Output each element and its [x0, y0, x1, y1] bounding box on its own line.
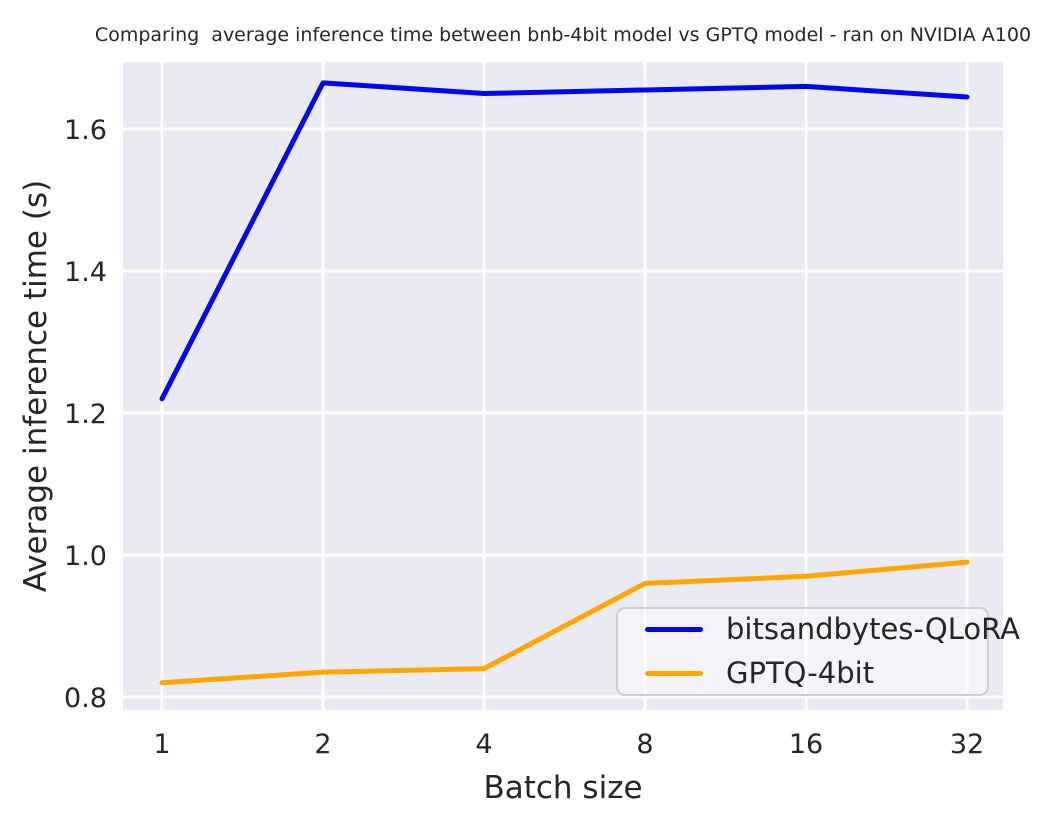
x-tick-label: 16	[789, 729, 823, 760]
y-tick-label: 1.0	[64, 541, 107, 572]
chart-legend: bitsandbytes-QLoRA GPTQ-4bit	[616, 607, 1020, 696]
series-line-0	[159, 80, 970, 402]
plot-area	[123, 62, 1003, 710]
series-line-1	[159, 559, 970, 686]
x-tick-label: 32	[950, 729, 984, 760]
legend-line-swatch-blue	[645, 627, 703, 633]
y-tick-label: 0.8	[64, 683, 107, 714]
legend-item: bitsandbytes-QLoRA	[645, 612, 1020, 646]
legend-item: GPTQ-4bit	[645, 655, 987, 690]
x-tick-label: 4	[475, 729, 492, 760]
legend-line-swatch-orange	[645, 670, 703, 676]
x-axis-label: Batch size	[483, 770, 643, 806]
legend-label: bitsandbytes-QLoRA	[726, 612, 1020, 647]
chart-title: Comparing average inference time between…	[94, 24, 1032, 46]
x-tick-label: 1	[153, 729, 170, 760]
x-tick-label: 8	[636, 729, 653, 760]
y-tick-label: 1.4	[64, 257, 107, 288]
y-tick-label: 1.2	[64, 399, 107, 430]
y-tick-label: 1.6	[64, 115, 107, 146]
y-axis-label: Average inference time (s)	[18, 179, 54, 593]
legend-label: GPTQ-4bit	[726, 655, 875, 690]
x-tick-label: 2	[314, 729, 331, 760]
